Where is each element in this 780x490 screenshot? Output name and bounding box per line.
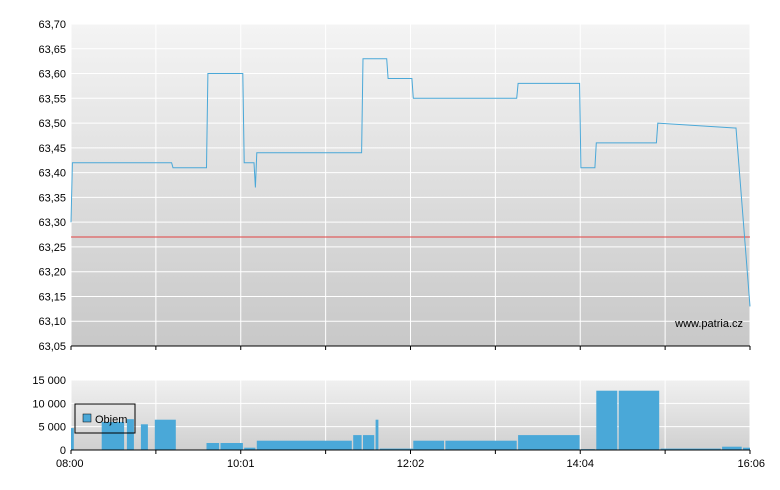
volume-x-tick-label: 12:02 (397, 458, 425, 470)
volume-bar (220, 443, 243, 450)
volume-bar (154, 419, 176, 450)
volume-legend: Objem (74, 403, 136, 434)
volume-bar (445, 440, 517, 450)
price-series-line (70, 58, 751, 307)
volume-bar (126, 419, 134, 450)
price-y-tick-label: 63,05 (38, 341, 66, 353)
legend-label: Objem (95, 414, 127, 426)
volume-bar (244, 447, 256, 450)
volume-x-tick-label: 10:01 (227, 458, 255, 470)
price-x-axis (70, 346, 751, 350)
volume-bar (518, 435, 580, 450)
price-y-tick-label: 63,20 (38, 267, 66, 279)
legend-box (74, 403, 136, 434)
volume-y-axis: 15 000 10 000 5 000 0 (32, 375, 66, 457)
volume-y-tick-label: 0 (60, 445, 66, 457)
price-y-tick-label: 63,15 (38, 291, 66, 303)
price-y-tick-label: 63,40 (38, 168, 66, 180)
price-y-tick-label: 63,50 (38, 118, 66, 130)
volume-y-tick-label: 10 000 (32, 398, 66, 410)
volume-bar (363, 435, 375, 450)
price-y-tick-label: 63,10 (38, 316, 66, 328)
volume-x-tick-label: 14:04 (566, 458, 594, 470)
volume-y-tick-label: 15 000 (32, 375, 66, 387)
volume-panel: 15 000 10 000 5 000 0 08:00 10:01 12:02 14:04 1… (32, 375, 765, 470)
volume-bar (413, 440, 444, 450)
price-y-tick-label: 63,45 (38, 143, 66, 155)
volume-bar (375, 419, 379, 450)
volume-bar (743, 447, 750, 450)
price-y-tick-label: 63,35 (38, 192, 66, 204)
price-y-tick-label: 63,65 (38, 44, 66, 56)
volume-x-tick-label: 08:00 (56, 458, 84, 470)
volume-y-tick-label: 5 000 (38, 422, 66, 434)
price-y-tick-label: 63,60 (38, 69, 66, 81)
price-y-tick-label: 63,55 (38, 93, 66, 105)
legend-swatch (82, 413, 92, 423)
price-y-tick-label: 63,70 (38, 19, 66, 31)
volume-bar (140, 424, 148, 450)
price-panel: 63,70 63,65 63,60 63,55 63,50 63,45 63,40 63,35… (38, 19, 751, 353)
volume-bar (660, 448, 721, 450)
price-grid (70, 23, 751, 347)
volume-bar (71, 428, 74, 450)
volume-bar (722, 446, 742, 450)
watermark-text: www.patria.cz (674, 318, 743, 330)
volume-bars (71, 390, 750, 451)
volume-bar (101, 422, 125, 450)
volume-bar (596, 390, 618, 450)
price-y-tick-label: 63,30 (38, 217, 66, 229)
volume-x-tick-label: 16:06 (737, 458, 765, 470)
price-y-axis: 63,70 63,65 63,60 63,55 63,50 63,45 63,40 63,35… (38, 19, 66, 353)
volume-bar (379, 448, 414, 450)
volume-x-axis: 08:00 10:01 12:02 14:04 16:06 (56, 450, 765, 470)
volume-bar (206, 443, 220, 450)
volume-bar (353, 435, 362, 450)
price-y-tick-label: 63,25 (38, 242, 66, 254)
volume-bar (618, 390, 660, 450)
volume-bar (256, 440, 352, 450)
